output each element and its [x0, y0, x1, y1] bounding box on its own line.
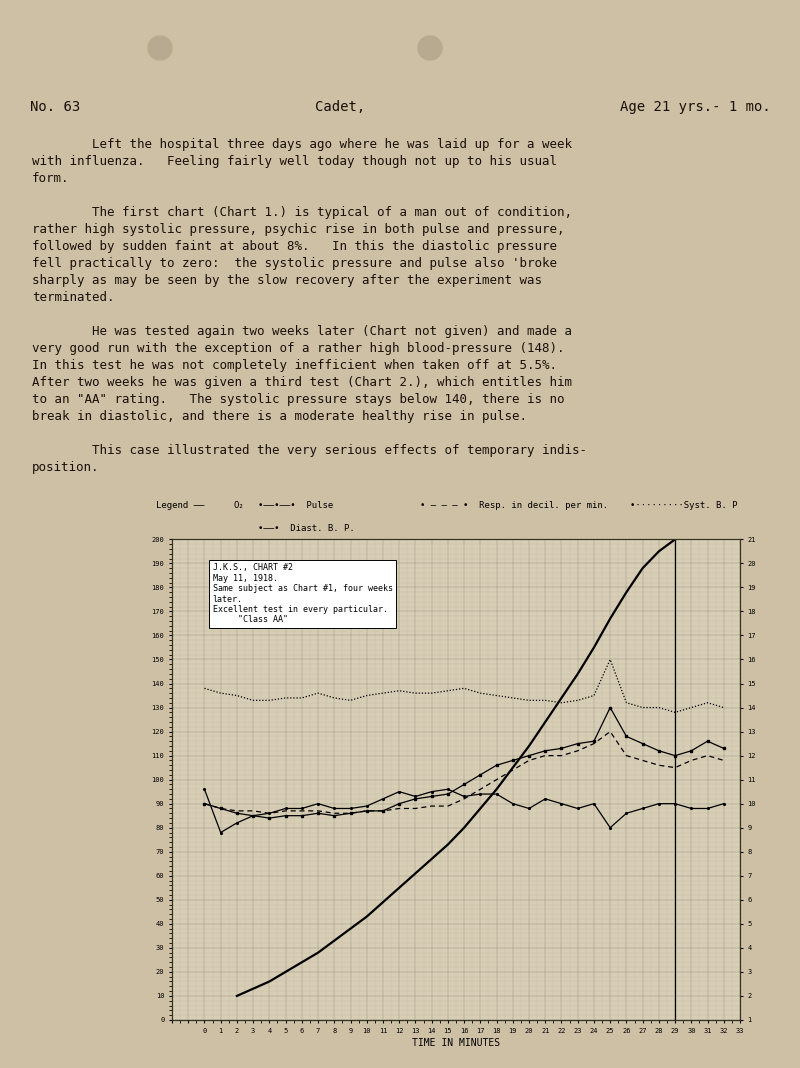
Text: •·········Syst. B. P: •·········Syst. B. P [630, 502, 738, 511]
X-axis label: TIME IN MINUTES: TIME IN MINUTES [412, 1038, 500, 1048]
Text: fell practically to zero:  the systolic pressure and pulse also 'broke: fell practically to zero: the systolic p… [32, 257, 557, 270]
Text: • – – – •  Resp. in decil. per min.: • – – – • Resp. in decil. per min. [420, 502, 608, 511]
Text: This case illustrated the very serious effects of temporary indis-: This case illustrated the very serious e… [32, 444, 587, 457]
Text: •——•——•  Pulse: •——•——• Pulse [258, 502, 334, 511]
Text: After two weeks he was given a third test (Chart 2.), which entitles him: After two weeks he was given a third tes… [32, 376, 572, 389]
Text: terminated.: terminated. [32, 290, 114, 304]
Text: position.: position. [32, 461, 99, 474]
Text: Age 21 yrs.- 1 mo.: Age 21 yrs.- 1 mo. [620, 100, 770, 114]
Text: Left the hospital three days ago where he was laid up for a week: Left the hospital three days ago where h… [32, 138, 572, 151]
Text: followed by sudden faint at about 8%.   In this the diastolic pressure: followed by sudden faint at about 8%. In… [32, 240, 557, 253]
Text: very good run with the exception of a rather high blood-pressure (148).: very good run with the exception of a ra… [32, 342, 565, 355]
Text: •——•  Diast. B. P.: •——• Diast. B. P. [258, 524, 354, 533]
Text: In this test he was not completely inefficient when taken off at 5.5%.: In this test he was not completely ineff… [32, 359, 557, 372]
Text: He was tested again two weeks later (Chart not given) and made a: He was tested again two weeks later (Cha… [32, 325, 572, 337]
Text: sharply as may be seen by the slow recovery after the experiment was: sharply as may be seen by the slow recov… [32, 274, 542, 287]
Text: to an "AA" rating.   The systolic pressure stays below 140, there is no: to an "AA" rating. The systolic pressure… [32, 393, 565, 406]
Text: No. 63: No. 63 [30, 100, 80, 114]
Text: O₂: O₂ [234, 502, 245, 511]
Text: Legend ——: Legend —— [156, 502, 204, 511]
Circle shape [148, 36, 172, 60]
Text: rather high systolic pressure, psychic rise in both pulse and pressure,: rather high systolic pressure, psychic r… [32, 223, 565, 236]
Text: break in diastolic, and there is a moderate healthy rise in pulse.: break in diastolic, and there is a moder… [32, 410, 527, 423]
Text: form.: form. [32, 172, 70, 185]
Text: Cadet,: Cadet, [315, 100, 365, 114]
Text: The first chart (Chart 1.) is typical of a man out of condition,: The first chart (Chart 1.) is typical of… [32, 206, 572, 219]
Circle shape [418, 36, 442, 60]
Text: J.K.S., CHART #2
May 11, 1918.
Same subject as Chart #1, four weeks
later.
Excel: J.K.S., CHART #2 May 11, 1918. Same subj… [213, 564, 393, 625]
Text: with influenza.   Feeling fairly well today though not up to his usual: with influenza. Feeling fairly well toda… [32, 155, 557, 168]
